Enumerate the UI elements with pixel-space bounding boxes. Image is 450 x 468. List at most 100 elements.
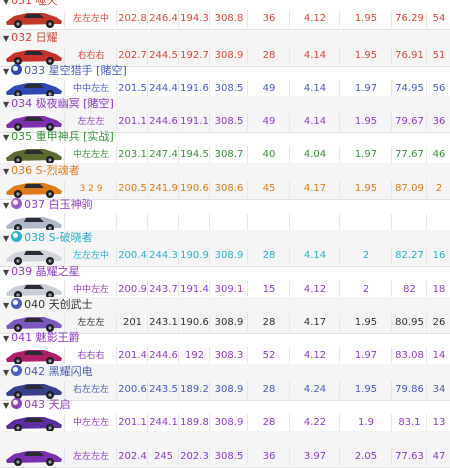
stat-e-cell: 40 (247, 146, 290, 164)
car-title[interactable]: ▼ 036 S-烈魂者 (3, 164, 80, 178)
stat-h-cell: 76.29 (391, 10, 427, 28)
expand-triangle-icon[interactable]: ▼ (3, 133, 10, 142)
stat-f-cell: 4.22 (289, 414, 340, 432)
stat-f-cell: 4.14 (289, 80, 340, 98)
stat-c-cell: 189.2 (178, 381, 210, 399)
table-row: ▼ 041 魅影王爵 右右右 201.4 244.6 192 308.3 52 4.12 1.97… (0, 330, 450, 367)
control-sequence-cell: 右右右 (64, 347, 117, 365)
control-sequence-cell: 3 2 9 (64, 180, 117, 198)
stat-f-cell: 4.24 (289, 381, 340, 399)
car-number: 032 (11, 31, 36, 44)
stat-c-cell: 192.7 (178, 47, 210, 65)
expand-triangle-icon[interactable]: ▼ (3, 167, 10, 176)
car-title[interactable]: ▼ 037 白玉神驹 (3, 198, 93, 212)
stat-b-cell: 244.4 (147, 80, 179, 98)
stat-c-cell: 191.6 (178, 80, 210, 98)
rank-emblem-icon (11, 198, 23, 209)
car-title[interactable]: ▼ 032 日耀 (3, 31, 58, 45)
stat-h-cell: 79.86 (391, 381, 427, 399)
expand-triangle-icon[interactable]: ▼ (3, 301, 10, 310)
stat-e-cell: 28 (247, 47, 290, 65)
stat-d-cell: 308.9 (209, 314, 248, 332)
stat-i-cell: 18 (426, 281, 450, 299)
car-title[interactable]: ▼ 035 重甲神兵 [实战] (3, 130, 114, 144)
car-title[interactable]: ▼ 034 极夜幽冥 [賭空] (3, 97, 114, 111)
car-title[interactable]: ▼ 043 天启 (3, 398, 71, 412)
stat-f-cell: 4.14 (289, 247, 340, 265)
table-row: ▼ 037 白玉神驹 (0, 197, 450, 234)
stat-e-cell: 49 (247, 80, 290, 98)
expand-triangle-icon[interactable]: ▼ (3, 34, 10, 43)
expand-triangle-icon[interactable]: ▼ (3, 201, 10, 210)
stat-c-cell: 190.6 (178, 314, 210, 332)
stat-c-cell: 191.4 (178, 281, 210, 299)
expand-triangle-icon[interactable]: ▼ (3, 0, 10, 6)
race-car-icon (6, 116, 62, 131)
car-number: 033 (24, 64, 49, 77)
stat-g-cell: 2 (339, 281, 392, 299)
stat-g-cell: 1.95 (339, 381, 392, 399)
race-car-icon (6, 217, 62, 232)
stat-i-cell: 54 (426, 10, 450, 28)
car-title[interactable]: ▼ 042 黑耀闪电 (3, 365, 93, 379)
race-car-icon (6, 284, 62, 299)
stat-b-cell (147, 214, 179, 232)
stat-b-cell: 241.9 (147, 180, 179, 198)
control-sequence-cell: 中左左左 (64, 414, 117, 432)
stat-d-cell: 308.9 (209, 381, 248, 399)
car-title[interactable]: ▼ 031 噬火 (3, 0, 58, 8)
table-row: ▼ 039 晶耀之星 中中左左 200.9 243.7 191.4 309.1 15 4.12 2… (0, 264, 450, 301)
stat-d-cell: 308.6 (209, 180, 248, 198)
expand-triangle-icon[interactable]: ▼ (3, 67, 10, 76)
rank-emblem-icon (11, 365, 23, 376)
stat-e-cell: 28 (247, 414, 290, 432)
car-title[interactable]: ▼ 041 魅影王爵 (3, 331, 80, 345)
race-car-icon (6, 384, 62, 399)
expand-triangle-icon[interactable]: ▼ (3, 268, 10, 277)
car-number: 039 (11, 265, 36, 278)
expand-triangle-icon[interactable]: ▼ (3, 234, 10, 243)
stat-c-cell: 190.6 (178, 180, 210, 198)
rank-emblem-icon (11, 398, 23, 409)
car-name: 天启 (48, 398, 71, 411)
race-car-icon (6, 451, 62, 466)
stat-e-cell: 49 (247, 113, 290, 131)
stat-a-cell: 201 (116, 314, 148, 332)
stat-b-cell: 247.4 (147, 146, 179, 164)
stat-d-cell: 309.1 (209, 281, 248, 299)
stat-a-cell: 201.5 (116, 80, 148, 98)
rank-emblem-icon (11, 64, 23, 75)
stat-i-cell (426, 214, 450, 232)
stat-e-cell: 45 (247, 180, 290, 198)
expand-triangle-icon[interactable]: ▼ (3, 401, 10, 410)
stat-c-cell: 192 (178, 347, 210, 365)
control-sequence-cell (64, 214, 117, 232)
car-title[interactable]: ▼ 038 S-破晓者 (3, 231, 93, 245)
expand-triangle-icon[interactable]: ▼ (3, 368, 10, 377)
control-sequence-cell: 右右右 (64, 47, 117, 65)
expand-triangle-icon[interactable]: ▼ (3, 334, 10, 343)
expand-triangle-icon[interactable]: ▼ (3, 100, 10, 109)
stat-h-cell: 80.95 (391, 314, 427, 332)
car-name: 晶耀之星 (35, 265, 80, 278)
stat-f-cell: 4.14 (289, 47, 340, 65)
stat-i-cell: 2 (426, 180, 450, 198)
table-row: ▼ 042 黑耀闪电 右左左左 200.6 243.5 189.2 308.9 28 4.24 1… (0, 364, 450, 401)
stat-g-cell: 1.97 (339, 347, 392, 365)
stat-d-cell: 308.5 (209, 80, 248, 98)
stat-b-cell: 244.3 (147, 247, 179, 265)
stat-a-cell: 201.1 (116, 414, 148, 432)
car-title[interactable]: ▼ 039 晶耀之星 (3, 265, 80, 279)
car-title[interactable]: ▼ 033 星空猎手 [賭空] (3, 64, 127, 78)
stat-c-cell: 189.8 (178, 414, 210, 432)
car-number: 043 (24, 398, 49, 411)
stat-h-cell (391, 214, 427, 232)
stat-f-cell: 4.14 (289, 113, 340, 131)
stat-d-cell: 308.5 (209, 113, 248, 131)
stat-d-cell: 308.9 (209, 414, 248, 432)
car-title[interactable]: ▼ 040 天创武士 (3, 298, 93, 312)
car-name: 星空猎手 [賭空] (48, 64, 127, 77)
stat-f-cell: 4.04 (289, 146, 340, 164)
stat-d-cell: 308.7 (209, 146, 248, 164)
